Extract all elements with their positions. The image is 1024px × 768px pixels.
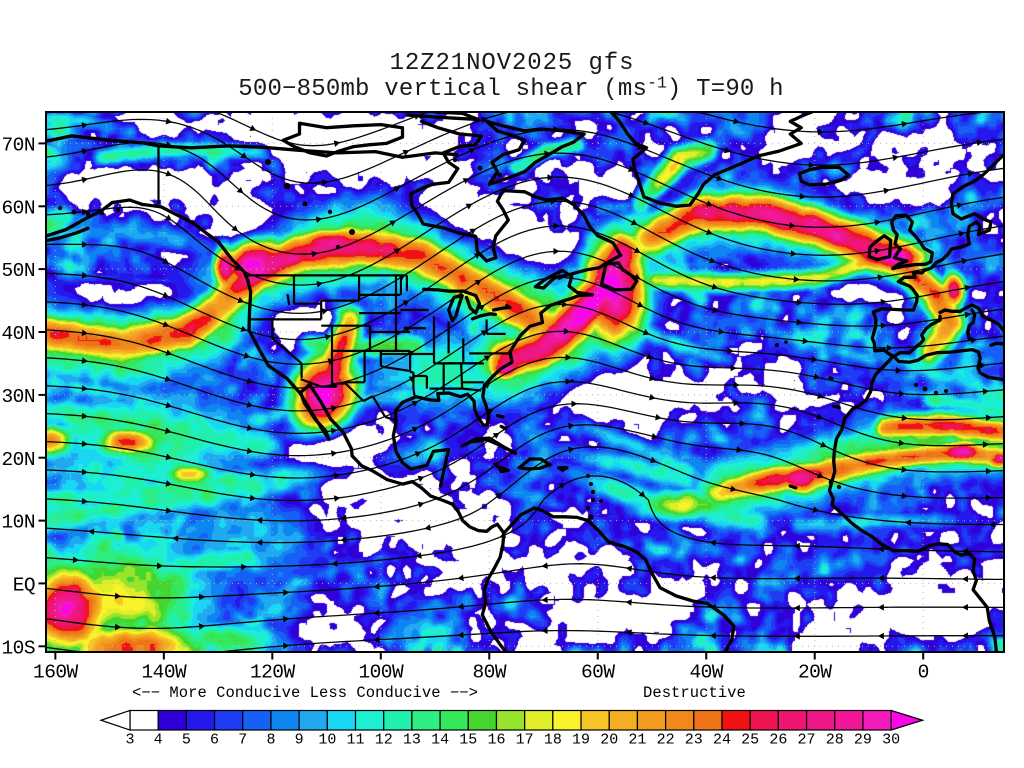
svg-text:12Z21NOV2025 gfs: 12Z21NOV2025 gfs	[390, 50, 635, 77]
svg-text:160W: 160W	[33, 662, 78, 684]
svg-text:60N: 60N	[2, 197, 35, 219]
svg-text:11: 11	[347, 732, 365, 749]
svg-text:30N: 30N	[2, 386, 35, 408]
svg-text:100W: 100W	[358, 662, 403, 684]
svg-text:120W: 120W	[250, 662, 295, 684]
svg-text:<−− More Conducive Less Condu: <−− More Conducive Less Conducive −−>	[132, 684, 478, 702]
svg-text:60W: 60W	[581, 662, 615, 684]
svg-text:6: 6	[210, 732, 219, 749]
svg-text:24: 24	[713, 732, 731, 749]
svg-text:21: 21	[628, 732, 646, 749]
svg-text:14: 14	[431, 732, 449, 749]
svg-text:8: 8	[266, 732, 275, 749]
svg-text:5: 5	[182, 732, 191, 749]
svg-text:10N: 10N	[2, 512, 35, 534]
svg-text:23: 23	[685, 732, 703, 749]
svg-text:7: 7	[238, 732, 247, 749]
svg-text:13: 13	[403, 732, 421, 749]
svg-text:50N: 50N	[2, 260, 35, 282]
svg-text:500−850mb vertical shear (ms-1: 500−850mb vertical shear (ms-1) T=90 h	[238, 74, 784, 104]
svg-text:40N: 40N	[2, 323, 35, 345]
svg-text:22: 22	[657, 732, 675, 749]
svg-text:3: 3	[125, 732, 134, 749]
svg-text:30: 30	[882, 732, 900, 749]
svg-text:9: 9	[295, 732, 304, 749]
svg-text:12: 12	[375, 732, 393, 749]
svg-text:10S: 10S	[2, 637, 35, 659]
svg-text:10: 10	[318, 732, 336, 749]
svg-text:40W: 40W	[690, 662, 724, 684]
svg-text:EQ: EQ	[13, 575, 35, 597]
svg-text:Destructive: Destructive	[643, 684, 746, 702]
svg-text:16: 16	[487, 732, 505, 749]
svg-text:80W: 80W	[473, 662, 507, 684]
svg-text:20W: 20W	[798, 662, 832, 684]
svg-text:20N: 20N	[2, 449, 35, 471]
svg-text:25: 25	[741, 732, 759, 749]
svg-text:20: 20	[600, 732, 618, 749]
svg-text:17: 17	[516, 732, 534, 749]
svg-text:29: 29	[854, 732, 872, 749]
svg-text:15: 15	[459, 732, 477, 749]
svg-text:28: 28	[826, 732, 844, 749]
svg-text:18: 18	[544, 732, 562, 749]
svg-text:26: 26	[769, 732, 787, 749]
svg-text:0: 0	[918, 662, 929, 684]
svg-text:19: 19	[572, 732, 590, 749]
svg-text:4: 4	[154, 732, 163, 749]
svg-text:70N: 70N	[2, 135, 35, 157]
svg-text:140W: 140W	[142, 662, 187, 684]
svg-text:27: 27	[798, 732, 816, 749]
